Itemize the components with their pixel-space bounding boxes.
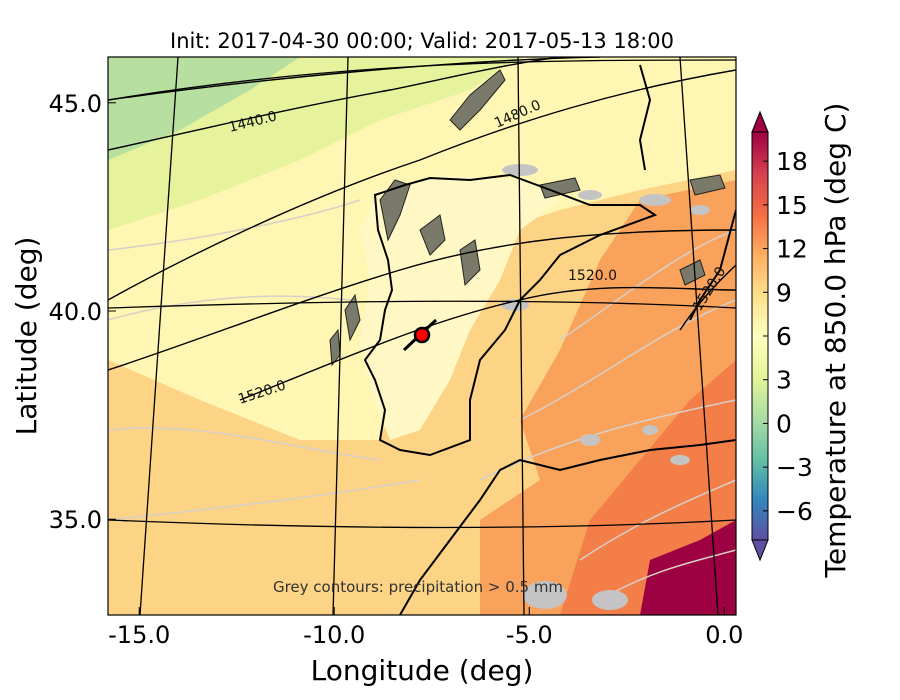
- x-axis-label: Longitude (deg): [311, 654, 534, 687]
- colorbar-tick-label: 15: [776, 191, 808, 220]
- colorbar-tick-label: 6: [776, 322, 792, 351]
- contour-label-1520-a: 1520.0: [568, 268, 617, 284]
- y-axis-ticks: 45.0 40.0 35.0: [49, 90, 116, 534]
- precipitation-note: Grey contours: precipitation > 0.5 mm: [273, 578, 563, 596]
- graticule: [108, 57, 736, 615]
- colorbar-tick-label: 9: [776, 278, 792, 307]
- location-marker: [402, 318, 438, 352]
- cold-zone: [108, 57, 300, 160]
- colorbar: 18 15 12 9 6 3 0 −3 −6 Temperature at 850.0 hPa …: [751, 103, 852, 579]
- colorbar-ticks: 18 15 12 9 6 3 0 −3 −6: [763, 147, 813, 526]
- colorbar-extend-min: [751, 539, 769, 562]
- very-hot-zone: [640, 520, 736, 615]
- iberia-coastline: [363, 173, 658, 457]
- x-tick-label: -15.0: [108, 621, 170, 649]
- x-tick-label: 0.0: [705, 621, 743, 649]
- colorbar-tick-label: −6: [776, 497, 813, 526]
- iberia-interior: [360, 175, 560, 440]
- france-coastline: [638, 64, 652, 171]
- x-tick-label: -10.0: [303, 621, 365, 649]
- colorbar-tick-label: 3: [776, 366, 792, 395]
- plot-frame: [107, 56, 737, 616]
- colorbar-label: Temperature at 850.0 hPa (deg C): [819, 103, 852, 579]
- y-axis-label: Latitude (deg): [10, 237, 43, 436]
- height-contours: [108, 57, 736, 401]
- y-tick-label: 45.0: [49, 90, 102, 118]
- colorbar-tick-label: 18: [776, 147, 808, 176]
- y-tick-label: 35.0: [49, 506, 102, 534]
- x-tick-label: -5.0: [506, 621, 553, 649]
- colorbar-tick-label: 0: [776, 409, 792, 438]
- colorbar-tick-label: 12: [776, 235, 808, 264]
- map-title: Init: 2017-04-30 00:00; Valid: 2017-05-1…: [170, 29, 674, 53]
- colorbar-tick-label: −3: [776, 453, 813, 482]
- x-axis-ticks: -15.0 -10.0 -5.0 0.0: [108, 607, 743, 649]
- colorbar-extend-max: [751, 110, 769, 133]
- precipitation-contours: [329, 69, 726, 367]
- temperature-field: [108, 57, 736, 615]
- africa-coastline: [399, 439, 736, 615]
- y-tick-label: 40.0: [49, 298, 102, 326]
- marker-dot: [413, 326, 431, 344]
